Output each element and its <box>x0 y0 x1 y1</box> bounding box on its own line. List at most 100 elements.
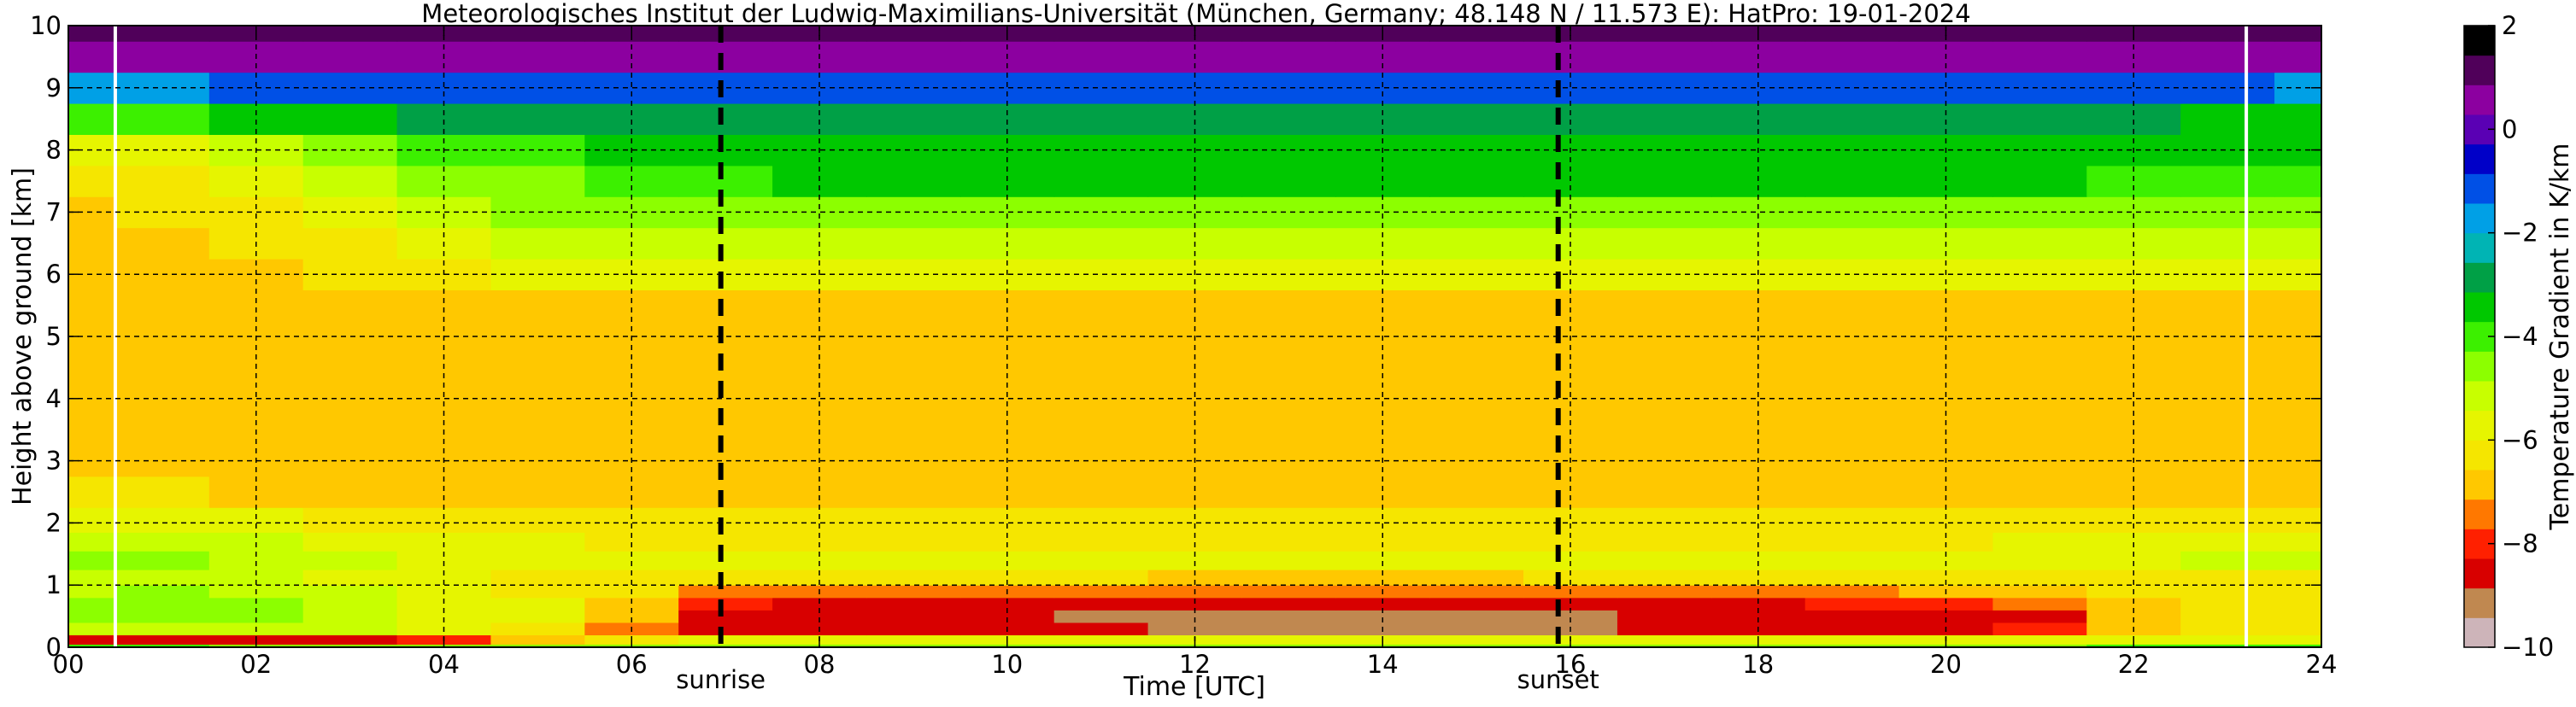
heatmap-cell <box>114 597 210 611</box>
heatmap-cell <box>2274 289 2321 322</box>
heatmap-cell <box>1804 352 1900 384</box>
heatmap-cell <box>678 634 773 645</box>
colorbar-tick-label: −8 <box>2502 529 2538 558</box>
heatmap-cell <box>2274 597 2321 611</box>
heatmap-cell <box>208 289 304 322</box>
heatmap-cell <box>302 41 398 73</box>
heatmap-cell <box>1617 26 1712 42</box>
heatmap-cell <box>2274 532 2321 552</box>
heatmap-cell <box>114 352 210 384</box>
heatmap-cell <box>1053 227 1149 260</box>
heatmap-cell <box>1804 476 1900 508</box>
colorbar-tick-label: −6 <box>2502 425 2538 454</box>
heatmap-cell <box>1523 507 1618 533</box>
heatmap-cell <box>1617 597 1712 611</box>
heatmap-cell <box>1617 570 1712 586</box>
y-axis-ticks: 0 1 2 3 4 5 6 7 8 9 10 <box>30 11 2321 662</box>
colorbar-swatch <box>2464 262 2495 293</box>
colorbar-swatch <box>2464 232 2495 263</box>
heatmap-cell <box>490 414 585 446</box>
heatmap-cell <box>1241 610 1336 623</box>
heatmap-cell <box>114 644 210 647</box>
heatmap-cell <box>959 551 1055 570</box>
heatmap-cell <box>1053 585 1149 599</box>
heatmap-cell <box>302 551 398 570</box>
heatmap-cell <box>1804 644 1900 647</box>
heatmap-cell <box>1053 352 1149 384</box>
heatmap-cell <box>1804 610 1900 623</box>
heatmap-cell <box>678 532 773 552</box>
heatmap-cell <box>114 622 210 636</box>
heatmap-cell <box>68 610 116 623</box>
heatmap-cell <box>490 352 585 384</box>
y-axis-label: Height above ground [km] <box>8 167 38 505</box>
heatmap-cell <box>1335 570 1430 586</box>
heatmap-cell <box>1710 532 1806 552</box>
heatmap-cell <box>208 610 304 623</box>
colorbar-tick-label: 2 <box>2502 11 2517 40</box>
heatmap-cell <box>396 570 492 586</box>
heatmap-cell <box>678 644 773 647</box>
heatmap-cell <box>1429 414 1524 446</box>
grid-lines <box>68 26 2321 647</box>
heatmap-cell <box>1241 227 1336 260</box>
heatmap-cell <box>1335 610 1430 623</box>
heatmap-cell <box>490 476 585 508</box>
heatmap-cell <box>584 597 679 611</box>
y-tick-label: 1 <box>46 570 62 599</box>
colorbar-tick-label: −2 <box>2502 219 2538 248</box>
y-tick-label: 0 <box>46 633 62 662</box>
heatmap-cell <box>1053 476 1149 508</box>
heatmap-cell <box>678 476 773 508</box>
colorbar-swatch <box>2464 55 2495 85</box>
y-tick-label: 8 <box>46 136 62 165</box>
colorbar-tick-label: −4 <box>2502 322 2538 351</box>
heatmap-cell <box>490 26 585 42</box>
heatmap-cell <box>2274 644 2321 647</box>
heatmap-cell <box>2274 352 2321 384</box>
heatmap-cell <box>1429 103 1524 135</box>
heatmap-cell <box>114 507 210 533</box>
heatmap-cell <box>1523 532 1618 552</box>
heatmap-cell <box>678 570 773 586</box>
heatmap-cell <box>772 570 867 586</box>
heatmap-cell <box>1053 551 1149 570</box>
heatmap-cell <box>1617 227 1712 260</box>
heatmap-cell <box>302 227 398 260</box>
heatmap-cell <box>1804 41 1900 73</box>
heatmap-cell <box>2086 597 2181 611</box>
colorbar-swatch <box>2464 558 2495 589</box>
heatmap-cell <box>68 585 116 599</box>
heatmap-cell <box>1617 585 1712 599</box>
heatmap-cell <box>2180 289 2275 322</box>
heatmap-cell <box>1429 570 1524 586</box>
heatmap-cell <box>1429 289 1524 322</box>
heatmap-cell <box>2180 622 2275 636</box>
x-tick-label: 08 <box>804 650 836 679</box>
heatmap-cell <box>1617 634 1712 645</box>
colorbar-swatch <box>2464 173 2495 204</box>
heatmap-cell <box>68 551 116 570</box>
heatmap-cell <box>678 551 773 570</box>
heatmap-cell <box>1335 289 1430 322</box>
heatmap-cell <box>396 507 492 533</box>
heatmap-cell <box>114 585 210 599</box>
sun-marker-label: sunset <box>1517 665 1599 694</box>
heatmap-cell <box>114 165 210 197</box>
heatmap-cell <box>1992 507 2087 533</box>
heatmap-cell <box>2274 507 2321 533</box>
heatmap-cell <box>2180 476 2275 508</box>
heatmap-cell <box>1053 644 1149 647</box>
heatmap-cell <box>1898 289 1994 322</box>
colorbar-swatch <box>2464 381 2495 412</box>
heatmap-cell <box>2274 585 2321 599</box>
heatmap-cell <box>1617 103 1712 135</box>
heatmap-cell <box>1053 103 1149 135</box>
colorbar-swatch <box>2464 470 2495 500</box>
heatmap-cell <box>1804 103 1900 135</box>
heatmap-cell <box>772 597 867 611</box>
heatmap-cell <box>2274 610 2321 623</box>
heatmap-cell <box>1429 26 1524 42</box>
heatmap-cell <box>1241 644 1336 647</box>
